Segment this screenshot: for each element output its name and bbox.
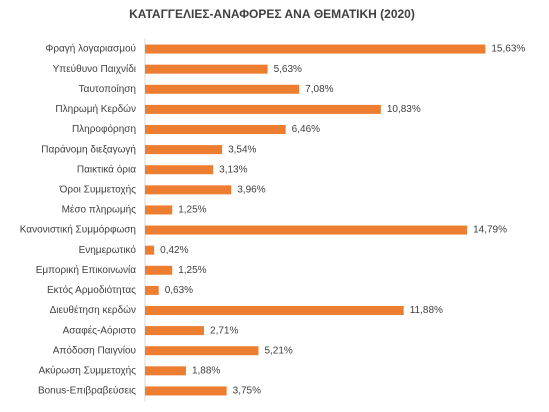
bar — [145, 386, 227, 396]
y-tick-label: Ασαφές-Αόριστο — [63, 324, 137, 336]
bar — [145, 285, 159, 295]
value-label: 3,13% — [219, 164, 247, 175]
y-tick-label: Ταυτοποίηση — [79, 83, 136, 95]
value-label: 3,75% — [233, 386, 261, 397]
y-tick-label: Μέσο πληρωμής — [62, 204, 137, 216]
y-tick-label: Παικτικά όρια — [77, 163, 136, 175]
bar — [145, 225, 468, 235]
value-label: 1,25% — [178, 265, 206, 276]
value-label: 2,71% — [210, 325, 238, 336]
y-tick-label: Bonus-Επιβραβεύσεις — [38, 385, 136, 397]
value-label: 1,88% — [192, 365, 220, 376]
value-label: 0,63% — [165, 285, 193, 296]
value-label: 15,63% — [491, 44, 525, 55]
chart-title: ΚΑΤΑΓΓΕΛΙΕΣ-ΑΝΑΦΟΡΕΣ ΑΝΑ ΘΕΜΑΤΙΚΗ (2020) — [129, 7, 415, 21]
bar — [145, 205, 173, 215]
y-tick-label: Κανονιστική Συμμόρφωση — [20, 224, 136, 236]
bar — [145, 125, 286, 134]
value-label: 10,83% — [387, 104, 421, 115]
y-tick-label: Ακύρωση Συμμετοχής — [38, 364, 136, 376]
y-tick-label: Φραγή λογαριασμού — [45, 43, 136, 55]
value-label: 1,25% — [178, 205, 206, 216]
bar — [145, 185, 232, 195]
bar — [145, 306, 404, 315]
value-label: 3,54% — [228, 144, 256, 155]
value-label: 11,88% — [410, 305, 443, 316]
y-tick-label: Υπεύθυνο Παιχνίδι — [53, 63, 136, 75]
y-tick-label: Πληρωμή Κερδών — [55, 103, 136, 115]
bar — [145, 145, 223, 155]
y-tick-label: Ενημερωτικό — [79, 244, 137, 256]
value-label: 14,79% — [473, 225, 507, 236]
bar — [145, 84, 300, 94]
value-label: 5,63% — [274, 64, 302, 75]
bar — [145, 326, 205, 336]
bar — [145, 64, 268, 74]
y-tick-label: Απόδοση Παιγνίου — [53, 344, 136, 356]
y-tick-label: Διευθέτηση κερδών — [50, 304, 136, 316]
y-tick-label: Εμπορική Επικοινωνία — [36, 264, 136, 276]
y-tick-label: Παράνομη διεξαγωγή — [41, 143, 136, 155]
value-label: 7,08% — [305, 84, 333, 95]
bar — [145, 104, 381, 114]
y-tick-label: Όροι Συμμετοχής — [59, 183, 137, 195]
bar — [145, 245, 155, 255]
value-label: 5,21% — [264, 345, 292, 356]
bar — [145, 366, 186, 376]
value-label: 6,46% — [292, 124, 320, 135]
y-tick-label: Πληροφόρηση — [72, 123, 136, 135]
bar — [145, 44, 486, 54]
value-label: 0,42% — [160, 245, 188, 256]
y-tick-label: Εκτός Αρμοδιότητας — [47, 284, 136, 296]
bar — [145, 165, 214, 175]
value-label: 3,96% — [237, 184, 265, 195]
bar — [145, 265, 173, 275]
bar — [145, 346, 259, 356]
